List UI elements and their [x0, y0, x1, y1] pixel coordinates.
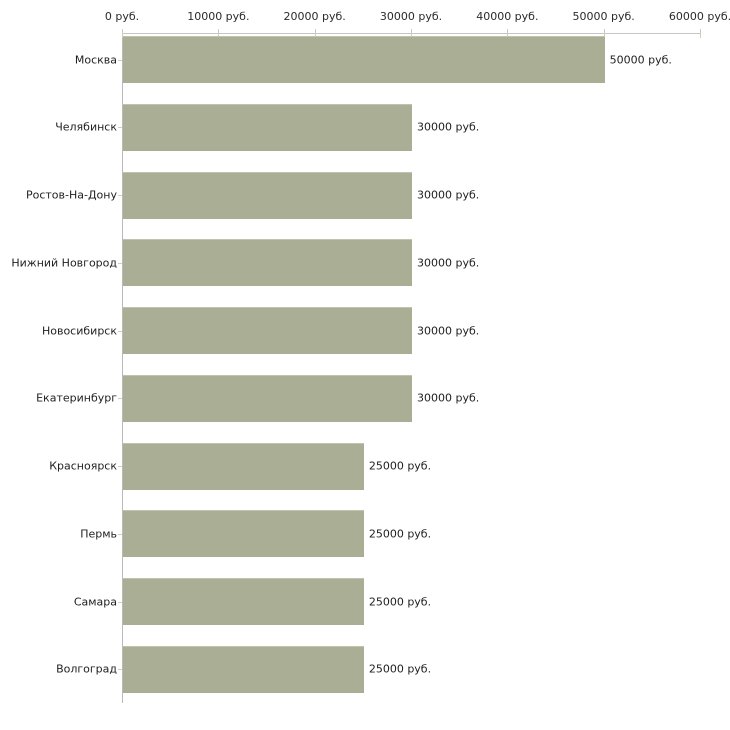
x-axis-tick-label: 60000 руб. [668, 10, 730, 23]
category-label: Нижний Новгород [11, 256, 117, 270]
value-label: 25000 руб. [368, 662, 432, 676]
x-axis-tick [411, 29, 412, 38]
bar [123, 171, 412, 219]
y-axis-tick [118, 602, 122, 603]
x-axis-tick [603, 29, 605, 38]
y-axis-tick [118, 669, 122, 670]
category-label: Волгоград [56, 662, 117, 676]
value-label: 50000 руб. [609, 53, 672, 66]
bar [123, 442, 364, 490]
value-label: 30000 руб. [417, 391, 480, 405]
category-label: Екатеринбург [36, 391, 117, 405]
y-axis-tick [118, 398, 122, 399]
y-axis-tick [118, 466, 122, 467]
value-label: 30000 руб. [417, 120, 480, 134]
x-axis-tick [507, 29, 509, 38]
bar [123, 645, 364, 693]
value-label: 25000 руб. [368, 595, 432, 608]
y-axis-tick [118, 263, 122, 264]
x-axis-tick-label: 30000 руб. [379, 10, 443, 23]
y-axis-tick [118, 195, 122, 196]
bar [123, 307, 412, 354]
value-label: 30000 руб. [417, 256, 480, 270]
category-label: Москва [74, 53, 117, 66]
y-axis-tick [118, 534, 122, 535]
bar [123, 239, 412, 287]
y-axis-line [122, 33, 123, 703]
y-axis-tick [118, 127, 122, 128]
bar [123, 36, 605, 83]
category-label: Пермь [80, 527, 117, 541]
value-label: 25000 руб. [368, 459, 432, 473]
value-label: 30000 руб. [417, 324, 480, 337]
value-label: 25000 руб. [368, 527, 432, 541]
category-label: Ростов-На-Дону [25, 188, 117, 202]
x-axis-tick-label: 20000 руб. [283, 10, 346, 23]
y-axis-tick [118, 331, 122, 332]
category-label: Новосибирск [41, 324, 117, 337]
x-axis-tick [122, 29, 123, 38]
category-label: Челябинск [55, 120, 117, 134]
value-label: 30000 руб. [417, 188, 480, 202]
bar [123, 103, 412, 151]
bar [123, 510, 364, 558]
y-axis-tick [118, 60, 122, 61]
x-axis-tick-label: 0 руб. [104, 10, 140, 23]
x-axis-tick [314, 29, 316, 38]
bar [123, 578, 364, 625]
x-axis-tick [700, 29, 701, 38]
x-axis-tick-label: 40000 руб. [476, 10, 539, 23]
x-axis-tick [218, 29, 220, 38]
category-label: Самара [73, 595, 117, 608]
category-label: Красноярск [49, 459, 117, 473]
x-axis-tick-label: 50000 руб. [572, 10, 635, 23]
x-axis-tick-label: 10000 руб. [187, 10, 250, 23]
bar [123, 374, 412, 422]
